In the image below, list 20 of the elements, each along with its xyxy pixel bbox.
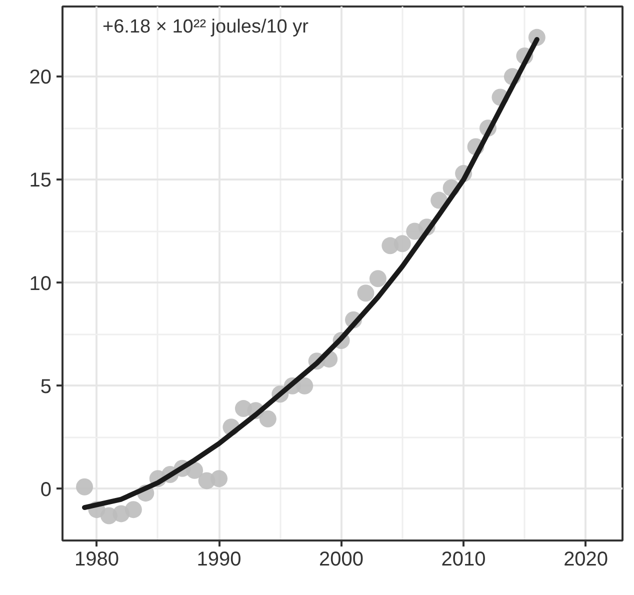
x-tick-label: 2000 [319, 548, 364, 570]
x-tick-label: 1980 [74, 548, 119, 570]
y-tick-label: 15 [29, 170, 52, 192]
point [357, 284, 374, 302]
point [394, 235, 411, 252]
y-tick-label: 5 [40, 376, 52, 398]
point [296, 377, 314, 394]
point [210, 470, 228, 488]
point [186, 462, 204, 479]
point [76, 478, 94, 496]
x-tick-label: 2010 [441, 548, 486, 570]
y-tick-label: 20 [29, 66, 52, 89]
y-tick-label: 10 [29, 272, 52, 295]
point [124, 501, 142, 518]
x-tick-label: 2020 [564, 548, 608, 570]
annotation: +6.18 × 10²² joules/10 yr [102, 16, 310, 38]
x-tick-label: 1990 [196, 548, 242, 570]
point [259, 410, 276, 428]
point [369, 270, 386, 288]
y-tick-label: 0 [40, 478, 52, 501]
